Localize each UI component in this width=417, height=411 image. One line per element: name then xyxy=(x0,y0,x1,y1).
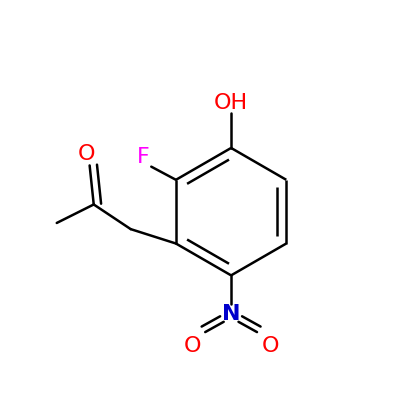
Text: OH: OH xyxy=(214,93,248,113)
Text: O: O xyxy=(78,144,95,164)
Text: N: N xyxy=(222,305,240,324)
Text: O: O xyxy=(183,336,201,356)
Text: O: O xyxy=(261,336,279,356)
Text: F: F xyxy=(137,147,149,167)
